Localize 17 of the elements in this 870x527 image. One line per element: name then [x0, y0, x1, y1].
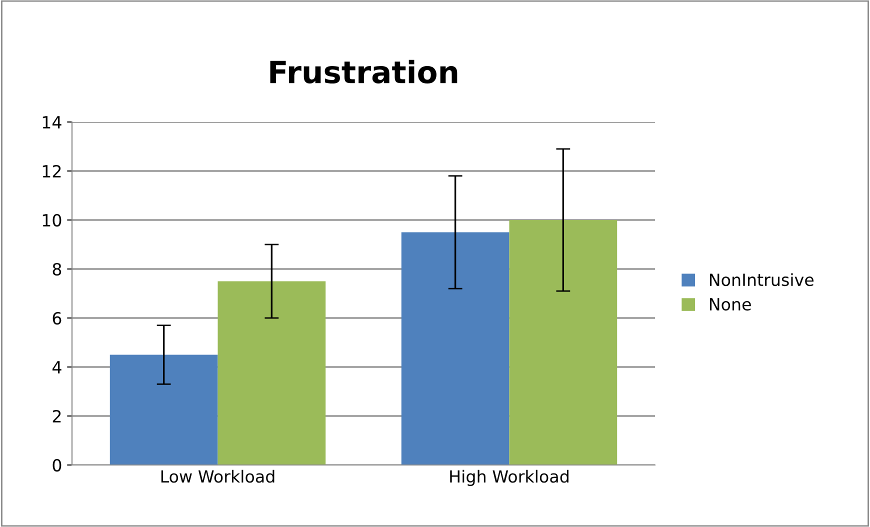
y-tick-label: 14 — [42, 116, 62, 128]
bar — [509, 220, 618, 465]
bar — [218, 281, 326, 465]
y-tick-label: 8 — [52, 262, 62, 276]
legend-label: None — [710, 298, 751, 311]
y-tick-label: 0 — [52, 458, 62, 472]
chart-title: Frustration — [270, 60, 458, 84]
legend-label: NonIntrusive — [710, 273, 814, 286]
x-tick-label: High Workload — [450, 470, 568, 486]
y-tick-label: 12 — [42, 164, 61, 178]
bar — [401, 232, 510, 465]
bar — [110, 354, 218, 465]
x-tick-label: Low Workload — [161, 470, 274, 483]
y-tick-label: 10 — [42, 214, 62, 227]
y-tick-label: 6 — [52, 312, 62, 325]
y-tick-label: 4 — [52, 361, 62, 374]
y-tick-label: 2 — [52, 410, 61, 422]
